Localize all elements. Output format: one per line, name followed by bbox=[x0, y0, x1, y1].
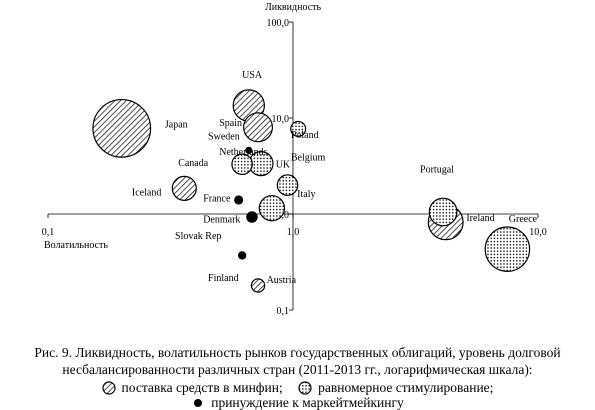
label-canada: Canada bbox=[178, 158, 209, 169]
bubble-slovak-rep bbox=[237, 251, 247, 260]
bubble-denmark bbox=[246, 211, 258, 223]
label-italy: Italy bbox=[297, 189, 315, 200]
label-uk: UK bbox=[276, 160, 291, 171]
x-tick-label: 0,1 bbox=[42, 227, 55, 238]
bubble-iceland bbox=[171, 175, 197, 201]
bubble-portugal bbox=[428, 197, 458, 227]
label-japan: Japan bbox=[165, 119, 188, 130]
label-sweden: Sweden bbox=[208, 131, 240, 142]
bubble-uk bbox=[276, 174, 299, 196]
label-austria: Austria bbox=[267, 275, 297, 286]
label-iceland: Iceland bbox=[132, 188, 161, 199]
solid-dot-icon bbox=[194, 399, 203, 407]
label-belgium: Belgium bbox=[291, 153, 326, 164]
y-tick-label: 100,0 bbox=[267, 18, 290, 29]
bubble-japan bbox=[92, 98, 152, 158]
label-usa: USA bbox=[242, 70, 263, 81]
bubble-greece bbox=[484, 226, 531, 272]
y-tick-label: 0,1 bbox=[277, 306, 290, 317]
label-poland: Poland bbox=[291, 130, 319, 141]
bubble-italy bbox=[258, 194, 286, 222]
bubble-canada bbox=[231, 153, 253, 176]
x-tick-label: 1,0 bbox=[287, 227, 300, 238]
caption-line-1: Рис. 9. Ликвидность, волатильность рынко… bbox=[34, 345, 561, 360]
bubbles bbox=[92, 89, 531, 293]
label-ireland: Ireland bbox=[466, 213, 494, 224]
legend: поставка средств в минфин; равномерное с… bbox=[0, 380, 595, 410]
x-tick-label: 10,0 bbox=[529, 227, 547, 238]
y-tick-label: 10,0 bbox=[272, 114, 290, 125]
bubble-poland bbox=[290, 120, 307, 137]
legend-label-hatched: поставка средств в минфин; bbox=[121, 380, 283, 395]
label-slovak-rep: Slovak Rep bbox=[175, 231, 221, 242]
legend-label-dotted: равномерное стимулирование; bbox=[318, 380, 494, 395]
legend-item-dotted: равномерное стимулирование; bbox=[298, 380, 493, 395]
figure-caption: Рис. 9. Ликвидность, волатильность рынко… bbox=[0, 344, 595, 378]
legend-item-hatched: поставка средств в минфин; bbox=[101, 380, 283, 395]
label-portugal: Portugal bbox=[420, 165, 454, 176]
label-greece: Greece bbox=[509, 214, 538, 225]
legend-row-2: принуждение к маркейтмейкингу bbox=[0, 395, 595, 410]
caption-line-2: несбалансированности различных стран (20… bbox=[62, 362, 533, 377]
bubble-finland bbox=[250, 278, 266, 293]
label-denmark: Denmark bbox=[203, 214, 240, 225]
label-france: France bbox=[203, 193, 231, 204]
legend-row-1: поставка средств в минфин; равномерное с… bbox=[0, 380, 595, 395]
scatter-chart: 0,1 1,0 10,0 0,1 1,0 10,0 100,0 Волатильность… bbox=[42, 2, 547, 317]
label-spain: Spain bbox=[219, 118, 242, 129]
y-axis-label: Ликвидность bbox=[265, 2, 322, 13]
dotted-circle-icon bbox=[298, 381, 312, 395]
bubble-sweden bbox=[245, 146, 253, 154]
label-finland: Finland bbox=[208, 273, 239, 284]
point-labels: Japan USA Spain Sweden Poland Netherlands Belg… bbox=[132, 70, 538, 286]
bubble-spain bbox=[243, 112, 274, 143]
hatched-circle-icon bbox=[101, 381, 116, 395]
bubble-france bbox=[234, 195, 244, 205]
legend-label-solid: принуждение к маркейтмейкингу bbox=[211, 395, 404, 410]
x-ticks: 0,1 1,0 10,0 bbox=[42, 214, 547, 238]
legend-item-solid: принуждение к маркейтмейкингу bbox=[191, 395, 404, 410]
x-axis-label: Волатильность bbox=[44, 240, 108, 251]
label-netherlands: Netherlands bbox=[219, 147, 267, 158]
